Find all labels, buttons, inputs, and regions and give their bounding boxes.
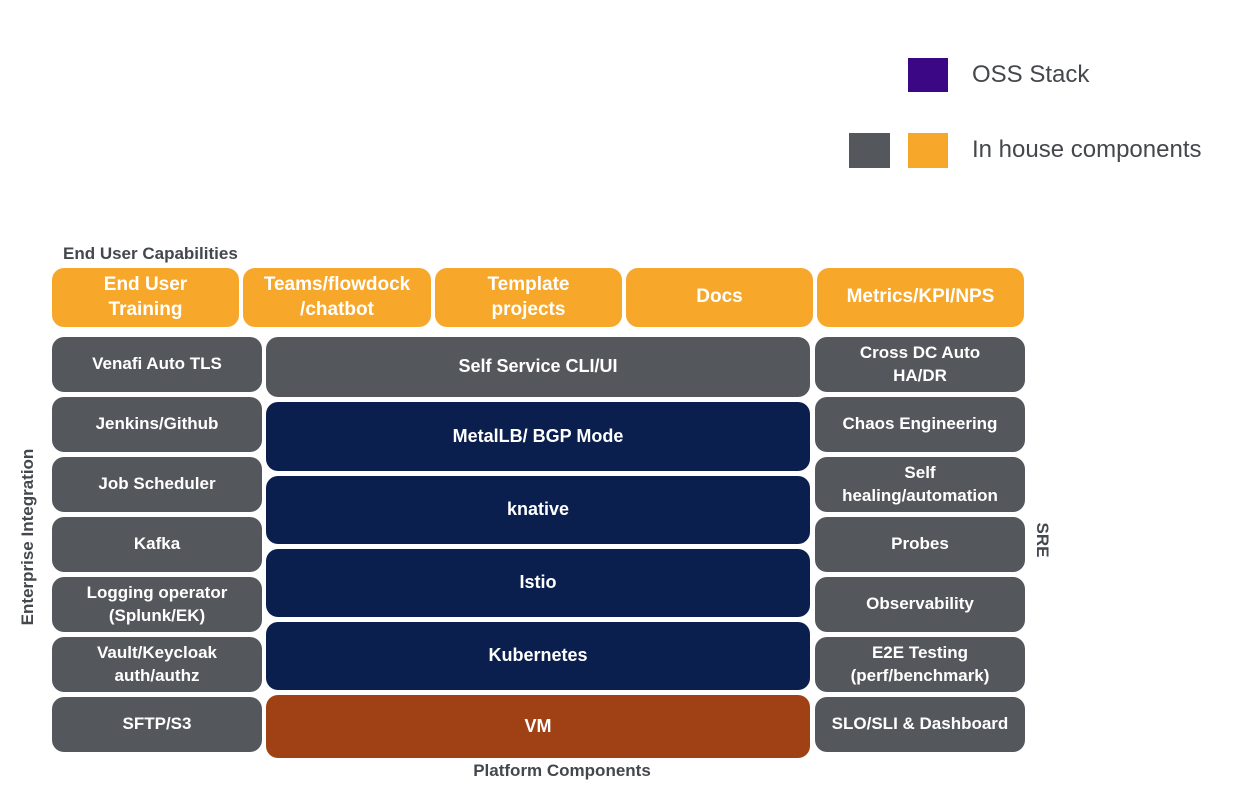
block-jenkins-github: Jenkins/Github [52, 397, 262, 452]
block-kubernetes: Kubernetes [266, 622, 810, 690]
platform-components-column: Self Service CLI/UI MetalLB/ BGP Mode kn… [266, 337, 810, 758]
block-probes: Probes [815, 517, 1025, 572]
inhouse-orange-swatch [908, 133, 948, 168]
block-self-healing-automation: Self healing/automation [815, 457, 1025, 512]
block-knative: knative [266, 476, 810, 544]
block-sftp-s3: SFTP/S3 [52, 697, 262, 752]
block-docs: Docs [626, 268, 813, 327]
inhouse-gray-swatch [849, 133, 890, 168]
block-venafi-auto-tls: Venafi Auto TLS [52, 337, 262, 392]
block-job-scheduler: Job Scheduler [52, 457, 262, 512]
legend-label-inhouse: In house components [972, 136, 1202, 163]
block-e2e-testing: E2E Testing (perf/benchmark) [815, 637, 1025, 692]
enterprise-integration-column: Venafi Auto TLS Jenkins/Github Job Sched… [52, 337, 262, 752]
block-vault-keycloak: Vault/Keycloak auth/authz [52, 637, 262, 692]
block-istio: Istio [266, 549, 810, 617]
block-metrics-kpi-nps: Metrics/KPI/NPS [817, 268, 1024, 327]
legend-label-oss: OSS Stack [972, 61, 1090, 88]
block-chaos-engineering: Chaos Engineering [815, 397, 1025, 452]
block-teams-flowdock-chatbot: Teams/flowdock /chatbot [243, 268, 431, 327]
block-self-service-cli-ui: Self Service CLI/UI [266, 337, 810, 397]
end-user-capabilities-row: End User Training Teams/flowdock /chatbo… [52, 268, 1024, 327]
heading-end-user-capabilities: End User Capabilities [63, 244, 238, 263]
block-slo-sli-dashboard: SLO/SLI & Dashboard [815, 697, 1025, 752]
oss-stack-swatch [908, 58, 948, 92]
block-logging-operator: Logging operator (Splunk/EK) [52, 577, 262, 632]
block-end-user-training: End User Training [52, 268, 239, 327]
block-cross-dc-auto-ha-dr: Cross DC Auto HA/DR [815, 337, 1025, 392]
block-template-projects: Template projects [435, 268, 622, 327]
heading-sre: SRE [1033, 522, 1052, 558]
block-observability: Observability [815, 577, 1025, 632]
block-kafka: Kafka [52, 517, 262, 572]
heading-enterprise-integration: Enterprise Integration [18, 448, 37, 626]
sre-column: Cross DC Auto HA/DR Chaos Engineering Se… [815, 337, 1025, 752]
block-metallb-bgp-mode: MetalLB/ BGP Mode [266, 402, 810, 471]
block-vm: VM [266, 695, 810, 758]
heading-platform-components: Platform Components [473, 761, 651, 780]
